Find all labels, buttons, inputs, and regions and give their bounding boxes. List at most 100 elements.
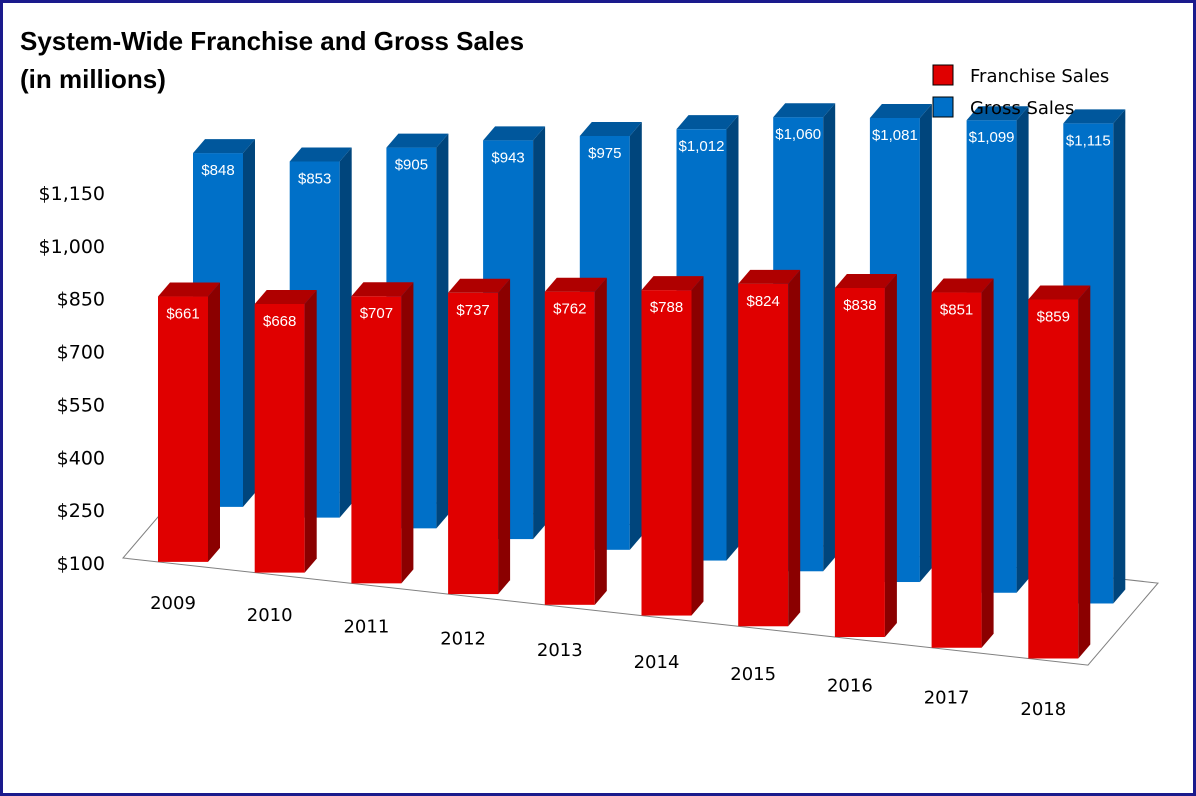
bar-front-face: [351, 296, 402, 584]
data-label: $668: [263, 313, 296, 330]
data-label: $762: [553, 301, 586, 318]
chart-area: System-Wide Franchise and Gross Sales (i…: [20, 26, 1159, 720]
x-tick-label: 2015: [730, 664, 776, 685]
franchise-sales-bar: $707: [351, 282, 414, 584]
bar-top-face: [869, 104, 932, 119]
x-tick-label: 2018: [1020, 699, 1066, 720]
franchise-sales-bar: $859: [1028, 285, 1091, 659]
bar-front-face: [254, 303, 305, 573]
data-label: $737: [456, 302, 489, 319]
data-label: $1,099: [969, 129, 1015, 146]
bar-side-face: [498, 278, 511, 595]
legend-swatch: [932, 64, 954, 86]
bar-side-face: [339, 147, 352, 518]
bar-side-face: [304, 289, 317, 573]
x-tick-label: 2010: [247, 605, 293, 626]
bar-top-face: [931, 278, 994, 293]
data-label: $824: [747, 293, 780, 310]
data-label: $788: [650, 299, 683, 316]
bar-side-face: [401, 282, 414, 584]
franchise-sales-bar: $762: [544, 277, 607, 605]
franchise-sales-bar: $668: [254, 289, 317, 573]
bar-side-face: [823, 103, 836, 572]
bar-top-face: [966, 106, 1029, 121]
bar-front-face: [544, 291, 595, 605]
chart-subtitle: (in millions): [20, 64, 166, 94]
y-tick-label: $550: [57, 394, 105, 416]
data-label: $1,115: [1066, 132, 1111, 149]
bar-top-face: [1028, 285, 1091, 300]
bar-front-face: [158, 296, 208, 562]
bar-top-face: [483, 126, 546, 141]
data-label: $1,060: [775, 126, 821, 143]
legend-item: Gross Sales: [932, 96, 1074, 119]
legend-label: Franchise Sales: [970, 66, 1109, 87]
x-tick-label: 2012: [440, 628, 486, 649]
data-label: $661: [166, 306, 199, 323]
bar-top-face: [676, 115, 739, 130]
franchise-sales-bar: $788: [641, 276, 704, 616]
bar-side-face: [243, 139, 255, 507]
bar-top-face: [579, 121, 642, 136]
y-tick-label: $850: [57, 289, 105, 311]
data-label: $848: [201, 162, 234, 179]
y-tick-label: $1,000: [39, 236, 105, 258]
bar-side-face: [726, 115, 739, 561]
bar-side-face: [1113, 109, 1126, 604]
bar-side-face: [1078, 285, 1091, 659]
bar-side-face: [629, 121, 642, 550]
bar-side-face: [533, 126, 546, 540]
data-label: $905: [395, 157, 428, 174]
bar-side-face: [884, 273, 897, 638]
bar-side-face: [981, 278, 994, 648]
bar-side-face: [594, 277, 607, 605]
bar-top-face: [834, 273, 897, 288]
bar-front-face: [931, 292, 982, 648]
x-tick-label: 2009: [150, 593, 196, 614]
bar-top-face: [773, 103, 836, 118]
y-tick-label: $700: [57, 342, 105, 364]
chart-title: System-Wide Franchise and Gross Sales: [20, 26, 524, 56]
bar-side-face: [436, 133, 449, 529]
bar-top-face: [289, 147, 352, 162]
franchise-sales-bar: $838: [834, 273, 897, 638]
data-label: $975: [588, 145, 621, 162]
x-tick-label: 2011: [343, 617, 389, 638]
data-label: $943: [491, 149, 524, 166]
data-label: $853: [298, 170, 331, 187]
y-tick-label: $1,150: [39, 183, 105, 205]
data-label: $1,012: [679, 138, 725, 155]
plot-bars: $848 $853 $905 $943 $975 $1,012 $1,060 $1,081 $1…: [158, 103, 1126, 659]
x-tick-label: 2014: [634, 652, 680, 673]
x-tick-label: 2016: [827, 676, 873, 697]
bar-top-face: [544, 277, 607, 292]
bar-top-face: [1063, 109, 1126, 124]
franchise-sales-bar: $737: [448, 278, 511, 595]
bar-top-face: [386, 133, 449, 148]
bar-top-face: [158, 282, 220, 297]
bar-front-face: [1028, 299, 1079, 659]
x-tick-label: 2013: [537, 640, 583, 661]
bar-top-face: [351, 282, 414, 297]
bar-top-face: [254, 289, 317, 304]
franchise-sales-bar: $661: [158, 282, 220, 562]
legend-swatch: [932, 96, 954, 118]
y-tick-label: $400: [57, 447, 105, 469]
bar-side-face: [691, 276, 704, 616]
data-label: $707: [360, 305, 393, 322]
bar-side-face: [1016, 106, 1029, 593]
bar-top-face: [641, 276, 704, 291]
bar-front-face: [641, 290, 692, 616]
y-tick-label: $100: [57, 553, 105, 575]
x-tick-label: 2017: [924, 687, 970, 708]
x-axis: 2009 2010 2011 2012 2013 2014 2015 2016 2017 2018: [150, 593, 1066, 720]
data-label: $851: [940, 302, 973, 319]
bar-top-face: [448, 278, 511, 293]
legend-label: Gross Sales: [970, 98, 1074, 119]
y-axis: $100 $250 $400 $550 $700 $850 $1,000 $1,150: [39, 183, 105, 575]
bar-front-face: [834, 287, 885, 638]
data-label: $838: [843, 297, 876, 314]
bar-side-face: [208, 282, 220, 562]
franchise-sales-bar: $824: [738, 269, 801, 627]
